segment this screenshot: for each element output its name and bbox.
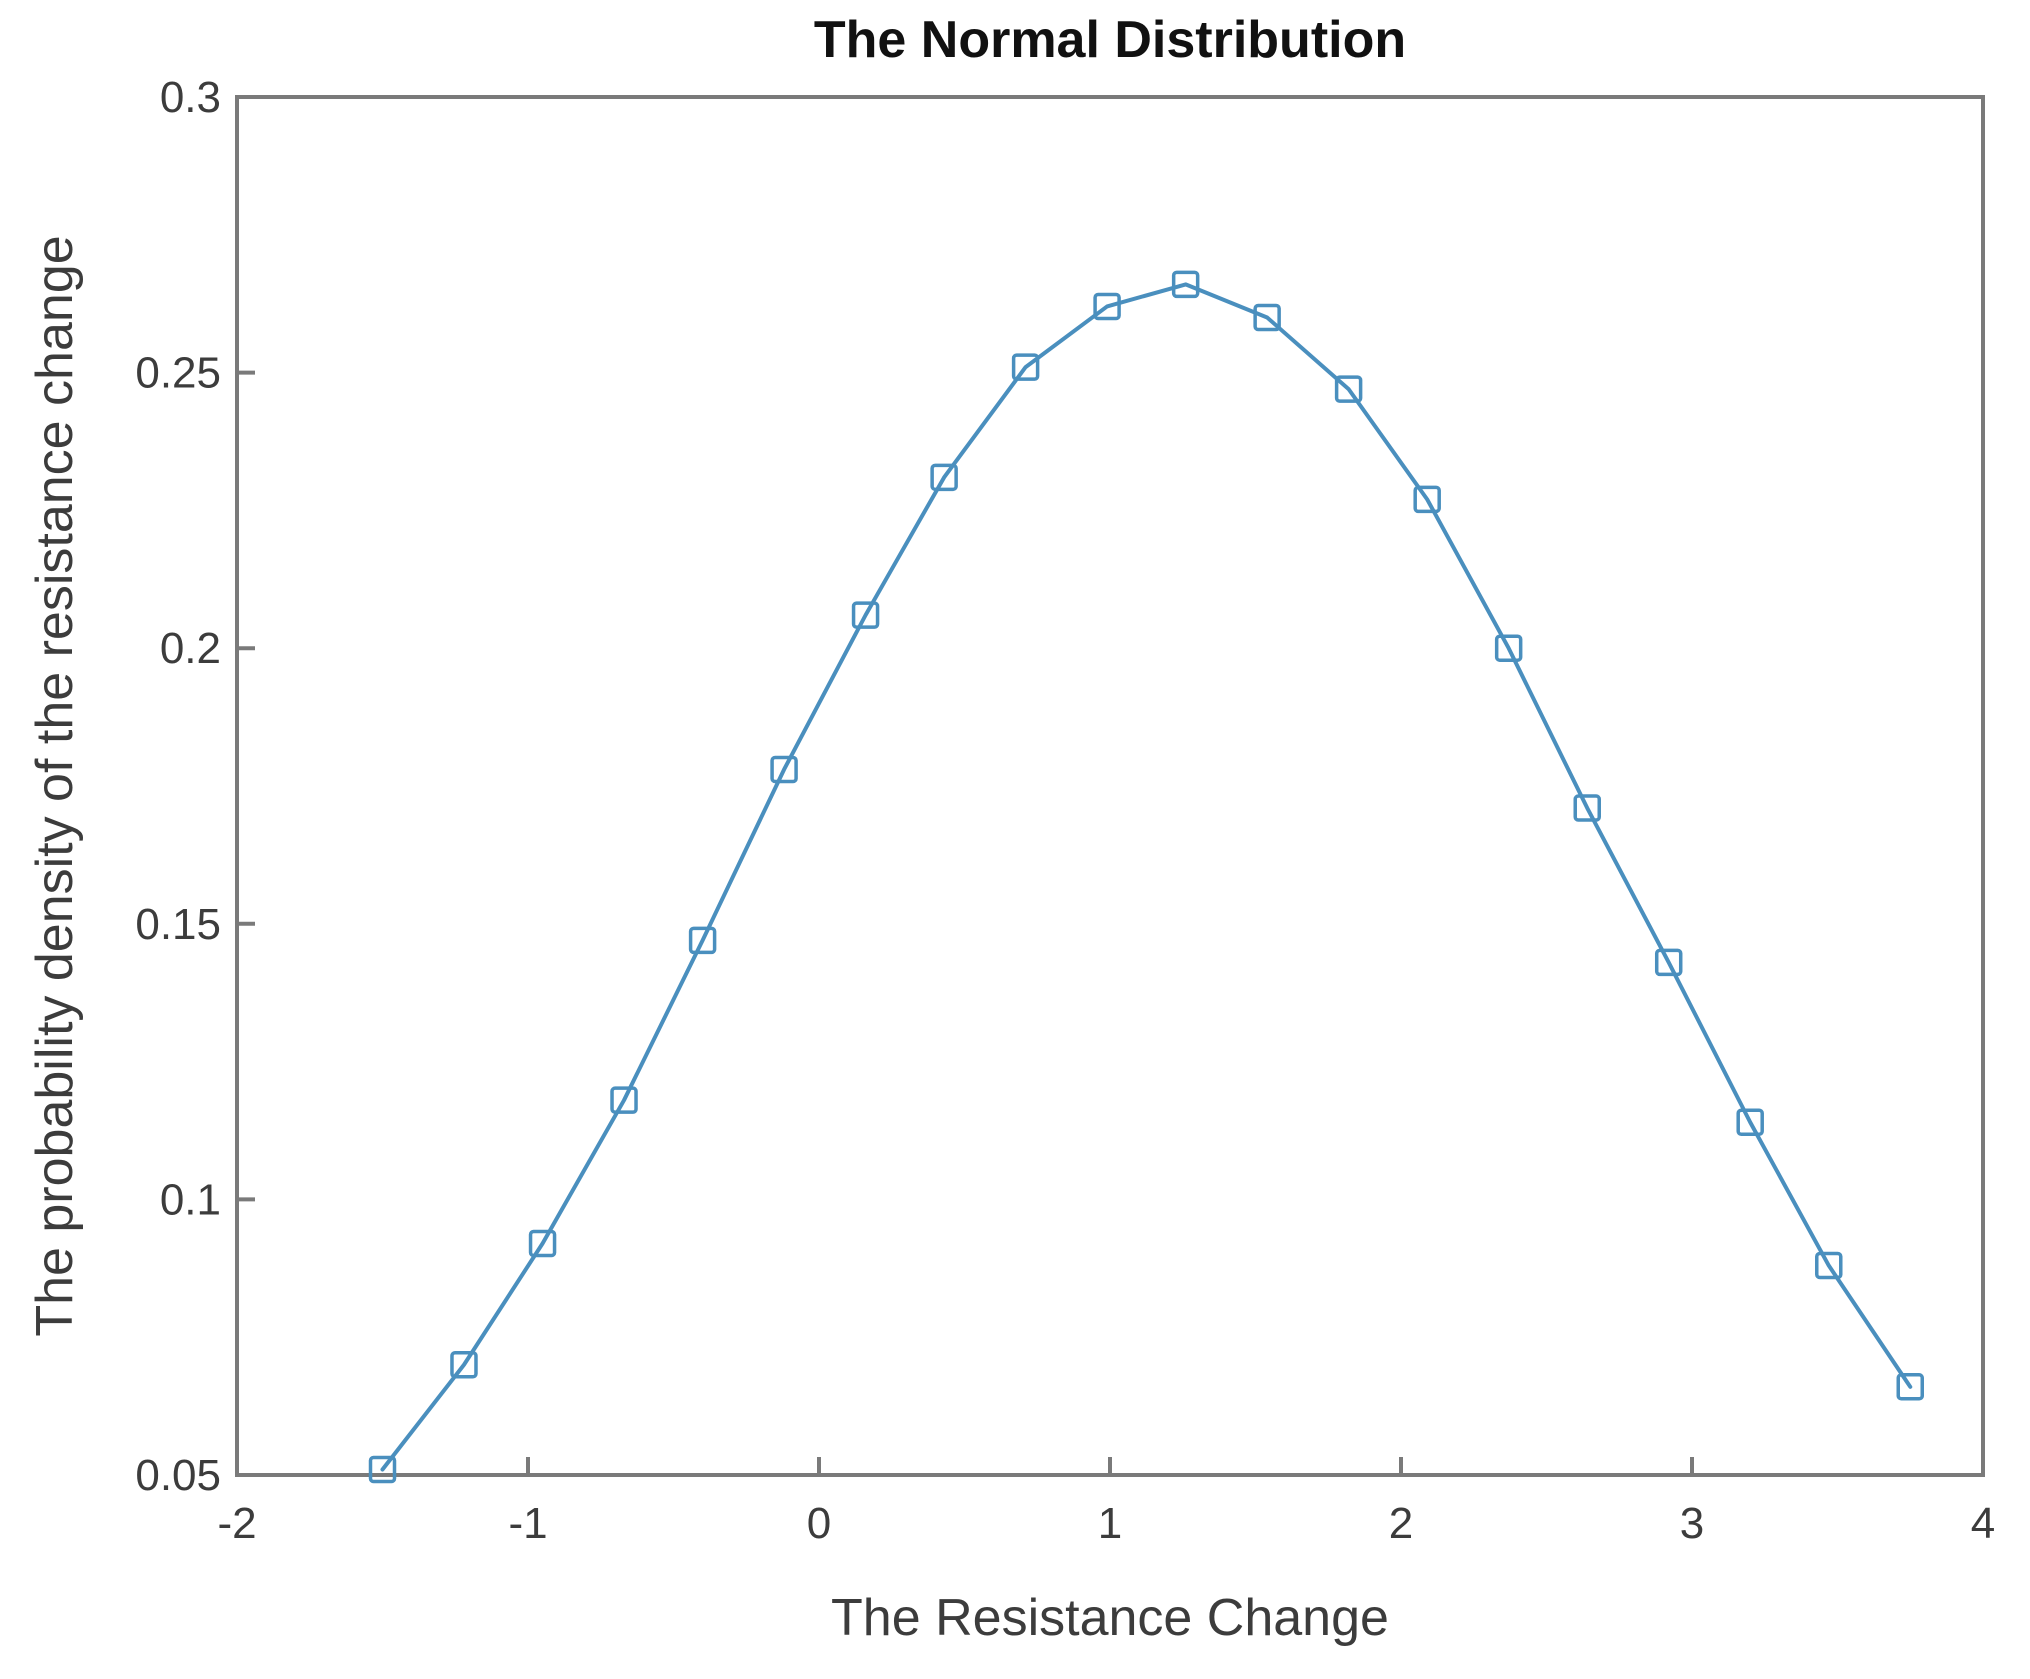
x-tick-label: 3	[1680, 1499, 1704, 1548]
data-line	[380, 282, 1913, 1472]
x-tick-label: 2	[1389, 1499, 1413, 1548]
x-tick-label: -2	[217, 1499, 256, 1548]
y-tick-label: 0.05	[135, 1451, 221, 1500]
data-point-marker	[1573, 794, 1601, 822]
x-tick-label: 4	[1971, 1499, 1995, 1548]
x-axis-label: The Resistance Change	[831, 1589, 1389, 1647]
data-point-marker	[1494, 634, 1523, 662]
data-point-marker	[1171, 270, 1200, 299]
y-tick-label: 0.2	[160, 624, 221, 673]
data-point-marker	[1815, 1251, 1843, 1280]
y-tick-label: 0.1	[160, 1175, 221, 1224]
y-tick-label: 0.15	[135, 900, 221, 949]
data-point-marker	[1896, 1373, 1924, 1401]
x-tick-label: -1	[508, 1499, 547, 1548]
data-point-marker	[610, 1086, 638, 1114]
data-point-marker	[1093, 292, 1121, 321]
chart-title: The Normal Distribution	[813, 11, 1407, 69]
data-point-marker	[1736, 1108, 1764, 1136]
y-tick-label: 0.3	[160, 73, 221, 122]
data-point-marker	[688, 926, 717, 955]
data-point-marker	[1413, 485, 1441, 514]
data-point-marker	[450, 1351, 478, 1379]
data-point-marker	[770, 755, 798, 784]
x-tick-label: 1	[1098, 1499, 1122, 1548]
data-point-marker	[368, 1455, 397, 1484]
data-point-marker	[1654, 948, 1683, 977]
data-point-marker	[1253, 303, 1281, 332]
y-tick-label: 0.25	[135, 349, 221, 398]
data-point-marker	[528, 1229, 557, 1258]
data-point-marker	[851, 601, 880, 629]
x-tick-label: 0	[807, 1499, 831, 1548]
data-point-marker	[930, 463, 958, 492]
data-point-marker	[1334, 375, 1363, 403]
data-point-marker	[1011, 353, 1040, 381]
